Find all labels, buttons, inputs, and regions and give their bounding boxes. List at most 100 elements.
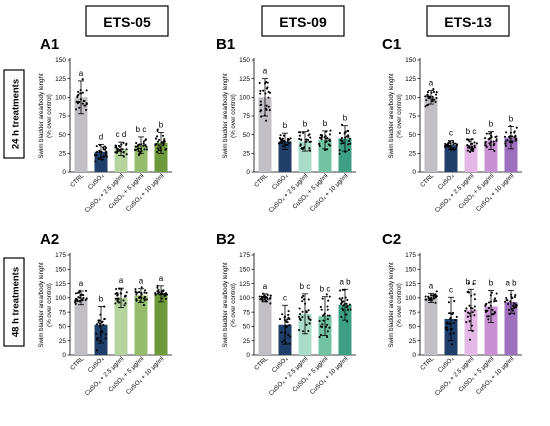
data-point: [431, 100, 434, 103]
data-point: [117, 144, 121, 148]
data-point: [302, 330, 305, 333]
data-point: [326, 314, 329, 317]
y-tick-label: 125: [239, 76, 250, 83]
data-point: [259, 110, 262, 113]
significance-letter: a b: [505, 278, 517, 287]
data-point: [266, 293, 269, 297]
category-label: CuSO₄ + 10 μg/ml: [475, 355, 516, 396]
data-point: [161, 290, 165, 293]
data-point: [425, 99, 428, 102]
data-point: [289, 335, 292, 338]
y-tick-label: 50: [409, 132, 417, 139]
data-point: [163, 137, 166, 141]
column-header-ets09: ETS-09: [279, 14, 327, 30]
data-point: [156, 129, 159, 132]
data-point: [287, 138, 291, 141]
y-axis-title: (% over control): [230, 94, 237, 138]
bar: [74, 97, 88, 172]
y-tick-label: 150: [239, 57, 250, 64]
y-tick-label: 50: [59, 324, 67, 331]
data-point: [468, 140, 471, 143]
data-point: [262, 89, 265, 92]
bar: [504, 137, 518, 172]
data-point: [94, 154, 97, 157]
data-point: [300, 138, 303, 141]
bar: [338, 138, 352, 172]
data-point: [319, 134, 322, 137]
data-point: [345, 302, 348, 305]
bar: [134, 145, 148, 172]
data-point: [493, 149, 496, 153]
data-point: [265, 119, 268, 122]
y-axis-title: (% over control): [230, 283, 237, 327]
category-label: CTRL: [419, 355, 436, 372]
data-point: [138, 291, 141, 294]
data-point: [495, 292, 498, 295]
data-point: [84, 298, 87, 302]
data-point: [487, 301, 491, 304]
data-point: [324, 325, 328, 328]
data-point: [473, 144, 476, 147]
data-point: [326, 323, 329, 326]
category-label: CuSO₄: [437, 355, 456, 374]
bar: [298, 313, 312, 355]
data-point: [514, 134, 517, 137]
data-point: [125, 143, 128, 146]
data-point: [452, 322, 455, 325]
significance-letter: b: [283, 121, 288, 130]
y-tick-label: 25: [59, 338, 67, 345]
data-point: [340, 302, 343, 305]
data-point: [138, 296, 141, 299]
data-point: [328, 314, 331, 317]
significance-letter: b: [509, 114, 514, 123]
data-point: [512, 302, 515, 305]
data-point: [299, 313, 302, 316]
data-point: [327, 299, 330, 302]
data-point: [325, 293, 328, 296]
data-point: [487, 318, 490, 321]
significance-letter: b c: [136, 125, 147, 134]
y-tick-label: 100: [55, 295, 66, 302]
data-point: [135, 141, 138, 145]
significance-letter: b: [489, 278, 494, 287]
data-point: [513, 295, 516, 299]
data-point: [434, 93, 438, 96]
data-point: [74, 299, 77, 302]
data-point: [285, 325, 288, 328]
data-point: [445, 328, 448, 331]
data-point: [145, 145, 148, 148]
data-point: [319, 333, 322, 337]
data-point: [104, 333, 107, 336]
data-point: [431, 95, 434, 98]
data-point: [326, 318, 329, 321]
data-point: [484, 144, 487, 147]
data-point: [506, 299, 509, 302]
panel-b1: B1 Swim bladder area/body lenght (% over c…: [216, 36, 356, 214]
data-point: [81, 102, 84, 105]
data-point: [505, 131, 508, 134]
column-header-ets05: ETS-05: [103, 14, 151, 30]
data-point: [467, 282, 470, 285]
data-point: [77, 90, 80, 93]
category-label: CuSO₄ + 5 μg/ml: [291, 355, 329, 393]
data-point: [342, 304, 345, 307]
data-point: [504, 142, 507, 145]
y-axis-title: Swim bladder area/body lenght: [388, 73, 395, 159]
data-point: [137, 153, 140, 157]
y-axis-title: Swim bladder area/body lenght: [38, 262, 45, 348]
y-tick-label: 50: [59, 132, 67, 139]
data-point: [144, 138, 148, 141]
data-point: [103, 317, 106, 320]
data-point: [488, 142, 491, 145]
data-point: [95, 150, 99, 153]
data-point: [434, 301, 437, 304]
data-point: [307, 134, 310, 137]
data-point: [318, 335, 321, 339]
data-point: [449, 322, 452, 325]
data-point: [432, 294, 435, 297]
data-point: [451, 147, 455, 150]
data-point: [486, 309, 489, 312]
data-point: [307, 315, 310, 318]
data-point: [156, 286, 159, 289]
